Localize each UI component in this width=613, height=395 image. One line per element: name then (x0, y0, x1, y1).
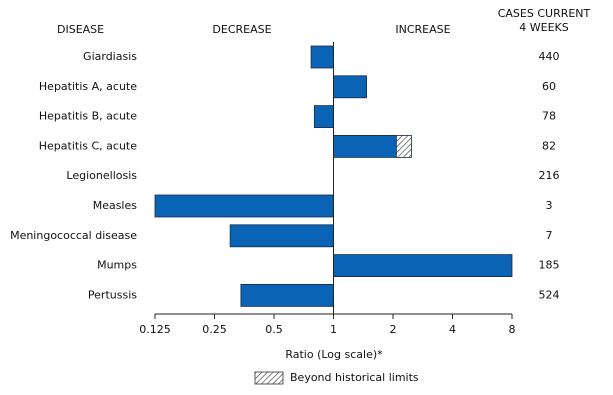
cases-header: 4 WEEKS (519, 21, 568, 34)
bar (229, 224, 334, 248)
cases-value: 3 (546, 199, 553, 212)
bar (333, 134, 397, 158)
cases-value: 524 (539, 288, 560, 301)
bar (313, 105, 334, 128)
category-label: Measles (93, 199, 138, 212)
bar (154, 194, 334, 218)
bar-beyond-limits (395, 134, 412, 158)
category-label: Meningococcal disease (10, 229, 137, 242)
cases-value: 78 (542, 110, 556, 123)
x-tick-label: 0.125 (139, 323, 171, 336)
cases-value: 7 (546, 229, 553, 242)
category-label: Pertussis (88, 288, 137, 301)
category-label: Hepatitis B, acute (39, 110, 137, 123)
decrease-label: DECREASE (212, 23, 271, 36)
category-header: DISEASE (57, 23, 104, 36)
legend-label: Beyond historical limits (290, 371, 419, 384)
bar (333, 254, 513, 278)
category-label: Giardiasis (83, 50, 137, 63)
cases-value: 185 (539, 259, 560, 272)
category-label: Hepatitis A, acute (39, 80, 137, 93)
x-tick-label: 0.5 (265, 323, 283, 336)
category-label: Mumps (97, 259, 137, 272)
cases-value: 82 (542, 139, 556, 152)
legend-swatch (254, 371, 284, 385)
increase-label: INCREASE (395, 23, 450, 36)
cases-header: CASES CURRENT (498, 7, 591, 20)
bar (240, 283, 334, 307)
cases-value: 216 (539, 169, 560, 182)
x-tick-label: 8 (509, 323, 516, 336)
x-tick-label: 4 (449, 323, 456, 336)
x-tick-label: 2 (390, 323, 397, 336)
bar (310, 45, 334, 69)
cases-value: 60 (542, 80, 556, 93)
x-tick-label: 0.25 (202, 323, 227, 336)
category-label: Legionellosis (66, 169, 137, 182)
x-tick-label: 1 (330, 323, 337, 336)
cases-value: 440 (539, 50, 560, 63)
x-axis-title: Ratio (Log scale)* (285, 348, 383, 361)
category-label: Hepatitis C, acute (39, 139, 137, 152)
bar (333, 75, 367, 99)
